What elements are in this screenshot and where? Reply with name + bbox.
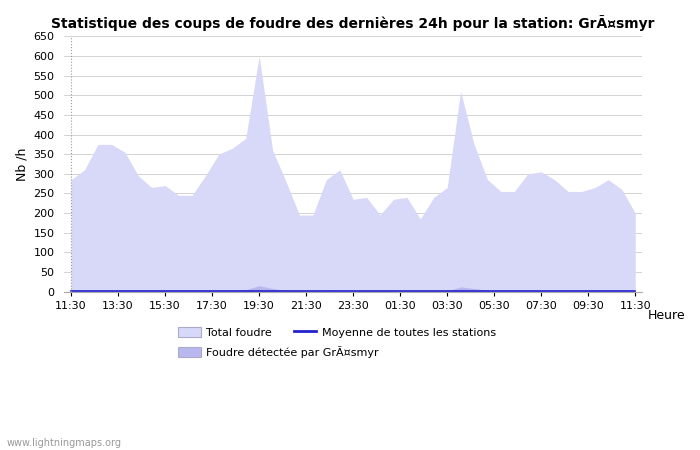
Title: Statistique des coups de foudre des dernières 24h pour la station: GrÃ¤smyr: Statistique des coups de foudre des dern… [51,15,655,31]
Legend: Foudre détectée par GrÃ¤smyr: Foudre détectée par GrÃ¤smyr [174,342,383,363]
Text: Heure: Heure [648,310,685,323]
Y-axis label: Nb /h: Nb /h [15,147,28,180]
Text: www.lightningmaps.org: www.lightningmaps.org [7,438,122,448]
